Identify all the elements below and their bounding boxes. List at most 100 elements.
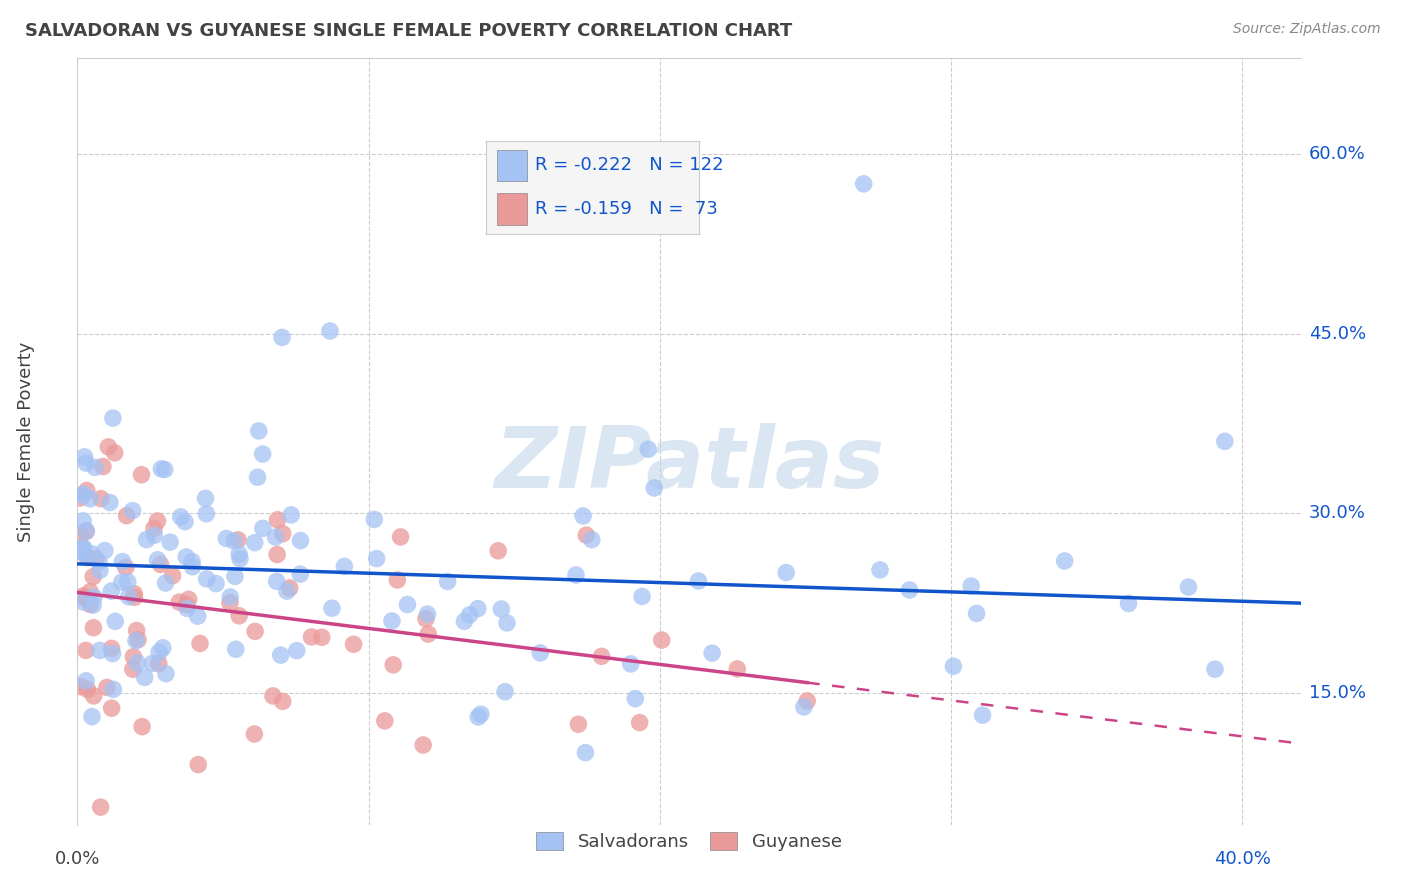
Point (319, 324, 342, 338)
Point (266, 513, 288, 527)
Point (290, 533, 312, 548)
Point (266, 574, 288, 589)
Point (793, 700, 815, 714)
Text: 40.0%: 40.0% (1213, 850, 1271, 868)
Point (631, 590, 654, 604)
Point (224, 569, 246, 583)
Point (321, 601, 343, 615)
Point (620, 657, 643, 671)
Text: 30.0%: 30.0% (1309, 505, 1365, 523)
Point (898, 582, 921, 597)
Point (228, 547, 250, 561)
Point (290, 567, 312, 582)
Point (177, 592, 200, 607)
Point (69, 680, 91, 694)
Point (83, 689, 105, 703)
Point (90, 491, 112, 506)
Text: R = -0.222   N = 122: R = -0.222 N = 122 (536, 156, 724, 175)
Point (121, 662, 143, 676)
Point (271, 526, 294, 541)
Point (111, 555, 134, 569)
Point (496, 615, 519, 630)
Point (101, 647, 124, 661)
Point (114, 560, 136, 574)
Point (124, 591, 146, 605)
Point (127, 632, 149, 647)
Text: Source: ZipAtlas.com: Source: ZipAtlas.com (1233, 22, 1381, 37)
Point (131, 720, 153, 734)
Point (215, 532, 238, 546)
Point (494, 684, 516, 698)
Point (565, 568, 588, 582)
Point (100, 701, 122, 715)
Point (467, 601, 489, 615)
Point (125, 624, 148, 638)
Point (121, 503, 143, 517)
Point (285, 643, 308, 657)
Point (103, 682, 125, 697)
Point (387, 573, 409, 587)
Point (643, 481, 665, 495)
Point (176, 601, 198, 615)
Point (187, 757, 209, 772)
Point (75, 524, 97, 538)
Point (73, 590, 96, 604)
Point (436, 574, 458, 589)
Point (91, 459, 114, 474)
Point (942, 659, 965, 673)
Point (1053, 554, 1076, 568)
Point (72, 541, 94, 555)
Point (72, 488, 94, 502)
Point (363, 512, 385, 526)
Point (73, 547, 96, 561)
Point (83, 591, 105, 605)
Point (131, 467, 153, 482)
Point (181, 555, 204, 569)
Point (591, 649, 613, 664)
Point (271, 330, 294, 344)
Point (700, 646, 723, 660)
Point (150, 462, 173, 476)
Point (153, 462, 176, 476)
Point (194, 491, 217, 506)
Point (117, 574, 139, 589)
Point (94, 543, 117, 558)
Point (188, 636, 211, 650)
FancyBboxPatch shape (496, 150, 527, 181)
Point (195, 507, 218, 521)
Point (688, 574, 710, 588)
Point (960, 579, 983, 593)
Point (75, 643, 97, 657)
Point (412, 738, 434, 752)
Point (796, 694, 818, 708)
Point (141, 657, 163, 671)
Point (72, 514, 94, 528)
Point (1213, 434, 1236, 449)
Point (155, 576, 177, 591)
Point (75, 673, 97, 688)
Point (76, 682, 98, 697)
Point (775, 566, 797, 580)
Point (87, 555, 110, 569)
Point (122, 649, 145, 664)
Point (229, 551, 252, 566)
Point (280, 508, 302, 522)
Point (219, 596, 242, 610)
Point (143, 528, 166, 542)
Point (100, 584, 122, 599)
Point (624, 691, 647, 706)
Point (72, 589, 94, 603)
Point (134, 670, 156, 684)
Point (381, 614, 404, 628)
Point (104, 446, 127, 460)
Point (418, 627, 440, 641)
Point (73, 545, 96, 559)
Point (247, 424, 270, 438)
Point (124, 587, 146, 601)
Point (127, 656, 149, 670)
Point (155, 666, 177, 681)
Point (382, 657, 405, 672)
Point (486, 543, 509, 558)
Point (84, 551, 107, 566)
Point (162, 568, 184, 582)
